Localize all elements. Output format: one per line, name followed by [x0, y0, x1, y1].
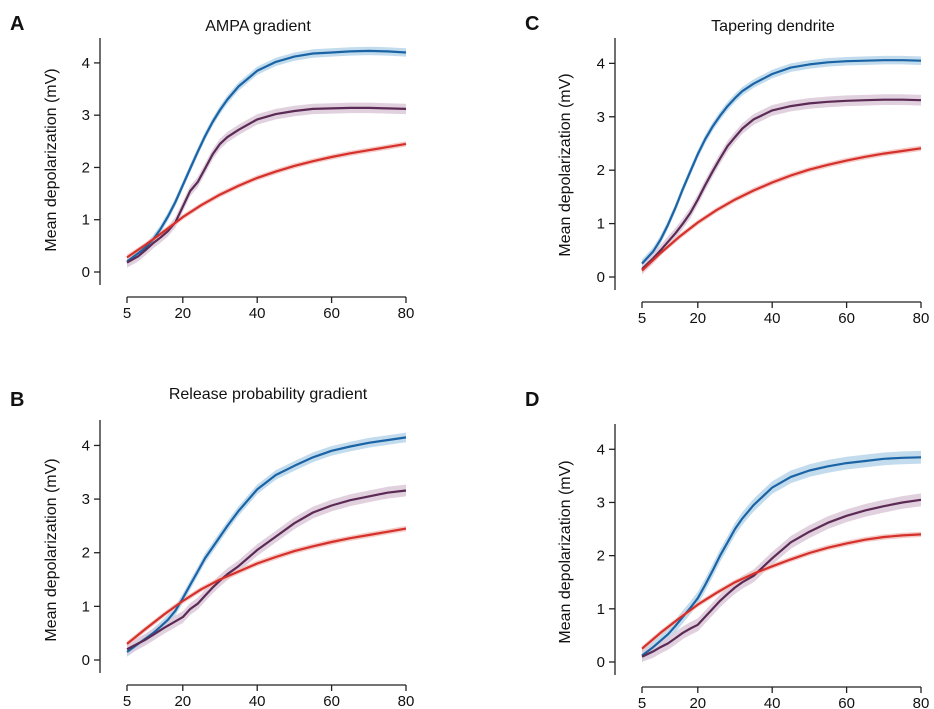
panel-label: C	[525, 13, 539, 35]
y-tick-label: 3	[597, 109, 605, 126]
series-2-line	[641, 533, 922, 650]
series-0-line	[126, 49, 407, 263]
panel-d: D Mean depolarization (mV) 0 1 2 3 4 5 20 40 60 8…	[525, 389, 929, 709]
y-axis-label: Mean depolarization (mV)	[557, 460, 574, 643]
y-tick-label: 3	[82, 491, 90, 508]
x-tick-label: 60	[838, 695, 855, 709]
y-tick-label: 4	[597, 55, 605, 72]
series-0-line	[126, 436, 407, 653]
x-tick-label: 5	[123, 305, 131, 322]
y-tick-label: 2	[597, 548, 605, 565]
series-2-line	[126, 527, 407, 645]
y-tick-label: 1	[82, 598, 90, 615]
panel-label: D	[525, 389, 539, 411]
y-tick-label: 0	[82, 264, 90, 281]
x-tick-label: 60	[323, 693, 340, 709]
series-1-error-band	[127, 484, 406, 656]
y-tick-label: 2	[82, 545, 90, 562]
x-tick-label: 80	[398, 693, 415, 709]
x-tick-label: 40	[249, 693, 266, 709]
series-1-error-band	[127, 102, 406, 268]
x-tick-label: 60	[323, 305, 340, 322]
panel-a: A AMPA gradient Mean depolarization (mV)…	[10, 13, 414, 322]
x-tick-label: 80	[398, 305, 415, 322]
x-tick-label: 20	[689, 695, 706, 709]
y-tick-label: 4	[597, 441, 605, 458]
y-tick-label: 0	[82, 652, 90, 669]
x-tick-label: 5	[638, 695, 646, 709]
y-tick-label: 3	[597, 494, 605, 511]
x-tick-label: 80	[913, 695, 930, 709]
series-2-error-band	[127, 141, 406, 260]
series-1-line	[126, 489, 407, 651]
series-1-line	[641, 98, 922, 270]
y-tick-label: 0	[597, 269, 605, 286]
series-2-error-band	[642, 145, 921, 274]
series-0-line	[641, 456, 922, 657]
series-0-error-band	[642, 55, 921, 268]
x-tick-label: 5	[123, 693, 131, 709]
panel-label: B	[10, 389, 24, 411]
x-tick-label: 20	[174, 693, 191, 709]
series-1-line	[641, 498, 922, 658]
x-tick-label: 20	[689, 310, 706, 327]
y-axis-label: Mean depolarization (mV)	[43, 68, 60, 251]
panel-c: C Tapering dendrite Mean depolarization …	[525, 13, 929, 327]
chart-title: AMPA gradient	[205, 18, 311, 35]
x-tick-label: 5	[638, 310, 646, 327]
y-tick-label: 4	[82, 55, 90, 72]
y-axis-label: Mean depolarization (mV)	[43, 458, 60, 641]
y-tick-label: 1	[597, 601, 605, 618]
series-1-error-band	[642, 493, 921, 662]
y-tick-label: 4	[82, 437, 90, 454]
chart-title: Release probability gradient	[169, 386, 368, 403]
panel-b: B Release probability gradient Mean depo…	[10, 386, 414, 709]
x-tick-label: 60	[838, 310, 855, 327]
x-tick-label: 40	[764, 310, 781, 327]
y-axis-label: Mean depolarization (mV)	[557, 73, 574, 256]
series-0-line	[641, 59, 922, 265]
y-tick-label: 0	[597, 654, 605, 671]
x-tick-label: 40	[764, 695, 781, 709]
chart-title: Tapering dendrite	[711, 18, 835, 35]
y-tick-label: 3	[82, 107, 90, 124]
y-tick-label: 1	[82, 212, 90, 229]
y-tick-label: 2	[597, 162, 605, 179]
x-tick-label: 40	[249, 305, 266, 322]
y-tick-label: 2	[82, 159, 90, 176]
panel-label: A	[10, 13, 24, 35]
x-tick-label: 80	[913, 310, 930, 327]
series-2-line	[126, 142, 407, 259]
y-tick-label: 1	[597, 216, 605, 233]
series-1-line	[126, 106, 407, 264]
x-tick-label: 20	[174, 305, 191, 322]
series-2-line	[641, 147, 922, 272]
